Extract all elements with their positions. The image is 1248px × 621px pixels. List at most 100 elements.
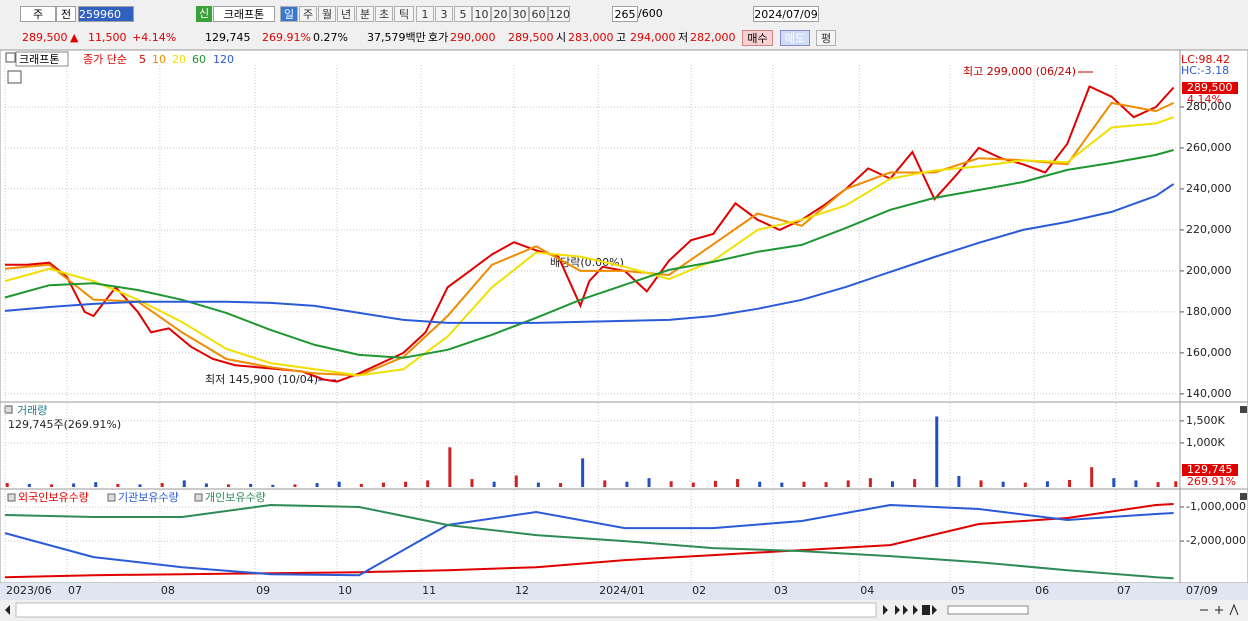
toolbar-item[interactable]: 1	[416, 6, 434, 22]
volume-change-label: 269.91%	[1187, 475, 1236, 488]
volume-subtitle: 129,745주(269.91%)	[8, 418, 121, 431]
volume-bar	[1174, 481, 1178, 487]
volume-bar	[470, 479, 474, 487]
y-tick-label: 1,500K	[1186, 414, 1225, 427]
toolbar-item: ▲	[70, 31, 79, 44]
toolbar-item[interactable]: 259960	[78, 6, 134, 22]
toolbar-item[interactable]: 평	[816, 30, 836, 46]
toolbar-item: 294,000	[630, 31, 676, 44]
volume-bar	[116, 483, 120, 487]
volume-bar	[182, 480, 186, 487]
series-line	[4, 116, 1174, 377]
volume-bar	[1045, 481, 1049, 487]
toolbar-item: /600	[638, 7, 663, 20]
x-tick-label: 2024/01	[599, 584, 645, 597]
toolbar-item[interactable]: 2024/07/09	[753, 6, 819, 22]
toolbar-item[interactable]: 60	[529, 6, 548, 22]
volume-title: 거래량	[17, 404, 47, 417]
y-tick-label: 260,000	[1186, 141, 1232, 154]
toolbar-item[interactable]: 30	[510, 6, 529, 22]
x-tick-label: 07	[1117, 584, 1131, 597]
volume-bar	[780, 482, 784, 487]
series-line	[5, 85, 1175, 383]
close-icon[interactable]	[1240, 493, 1247, 500]
legend-title: 종가 단순	[83, 53, 127, 66]
toolbar-item[interactable]: 265	[612, 6, 638, 22]
toolbar-item[interactable]: 월	[318, 6, 336, 22]
toolbar-item[interactable]: 일	[280, 6, 298, 22]
toolbar-item: 37,579백만	[367, 31, 426, 44]
series-line	[4, 183, 1175, 324]
panel-label: 크래프톤	[19, 53, 59, 66]
annotation-low: 최저 145,900 (10/04)	[205, 373, 318, 386]
calc-icon	[7, 70, 22, 84]
scroll-left[interactable]	[5, 605, 10, 615]
volume-bar	[72, 483, 76, 487]
toolbar-item: 282,000	[690, 31, 736, 44]
x-tick-label: 06	[1035, 584, 1049, 597]
toolbar-item[interactable]: 120	[548, 6, 570, 22]
legend-entry: 5	[139, 53, 146, 66]
toolbar-item[interactable]: 매도	[780, 30, 810, 46]
toolbar-item[interactable]: 3	[435, 6, 453, 22]
toolbar-item: 저	[678, 31, 689, 44]
volume-bar	[913, 479, 917, 487]
toolbar-item[interactable]: 초	[375, 6, 393, 22]
volume-bar	[559, 483, 563, 487]
volume-bar	[492, 481, 496, 487]
volume-bar	[957, 475, 961, 487]
close-icon[interactable]	[1240, 406, 1247, 413]
toolbar-item[interactable]: 20	[491, 6, 510, 22]
annotation-dividend: 배당락(0.00%)	[550, 256, 624, 269]
volume-bar	[625, 481, 629, 487]
volume-bar	[1068, 479, 1072, 487]
volume-bar	[249, 483, 253, 487]
zoom-buttons[interactable]	[1200, 603, 1239, 616]
x-end-label: 07/09	[1186, 584, 1218, 597]
toolbar-item[interactable]: 틱	[394, 6, 414, 22]
toolbar-item[interactable]: 전	[56, 6, 76, 22]
toolbar-item[interactable]: 크래프톤	[213, 6, 275, 22]
toolbar-item: 11,500	[88, 31, 127, 44]
volume-bar	[514, 475, 518, 487]
toolbar-item[interactable]: 주	[299, 6, 317, 22]
zoom-slider[interactable]	[947, 605, 1029, 615]
x-tick-label: 2023/06	[6, 584, 52, 597]
volume-bar	[337, 481, 341, 487]
y-tick-label: -2,000,000	[1186, 534, 1246, 547]
legend-entry: 외국인보유수량	[18, 491, 89, 504]
volume-bar	[1134, 480, 1138, 487]
toolbar-item[interactable]: 10	[472, 6, 491, 22]
x-tick-label: 04	[860, 584, 874, 597]
change-label: 4.14%	[1187, 93, 1222, 106]
series-line	[4, 149, 1174, 359]
volume-bar	[293, 484, 297, 487]
toolbar-item[interactable]: 매수	[742, 30, 773, 46]
volume-tag-label: 129,745	[1187, 463, 1233, 476]
volume-bar	[713, 480, 717, 487]
toolbar-item[interactable]: 주	[20, 6, 56, 22]
legend-entry: 10	[152, 53, 166, 66]
x-tick-label: 02	[692, 584, 706, 597]
toolbar-item[interactable]: 5	[454, 6, 472, 22]
legend-swatch	[107, 493, 116, 502]
toolbar-item: 신	[196, 6, 212, 22]
toolbar-item: +4.14%	[132, 31, 177, 44]
y-tick-label: -1,000,000	[1186, 500, 1246, 513]
volume-bar	[1090, 467, 1094, 487]
toolbar-item[interactable]: 년	[337, 6, 355, 22]
series-line	[4, 503, 1174, 579]
toolbar-item[interactable]: 분	[356, 6, 374, 22]
scroll-track[interactable]	[15, 602, 877, 618]
volume-bar	[448, 447, 452, 487]
series-line	[4, 503, 1174, 580]
volume-tag	[1182, 464, 1238, 476]
scroll-controls[interactable]	[883, 605, 937, 615]
toolbar-item: 0.27%	[313, 31, 348, 44]
x-tick-label: 05	[951, 584, 965, 597]
toolbar-item: 269.91%	[262, 31, 311, 44]
toolbar-item: 호가	[428, 31, 449, 44]
volume-bar	[603, 480, 607, 487]
legend-entry: 120	[213, 53, 234, 66]
volume-bar	[1156, 482, 1160, 487]
